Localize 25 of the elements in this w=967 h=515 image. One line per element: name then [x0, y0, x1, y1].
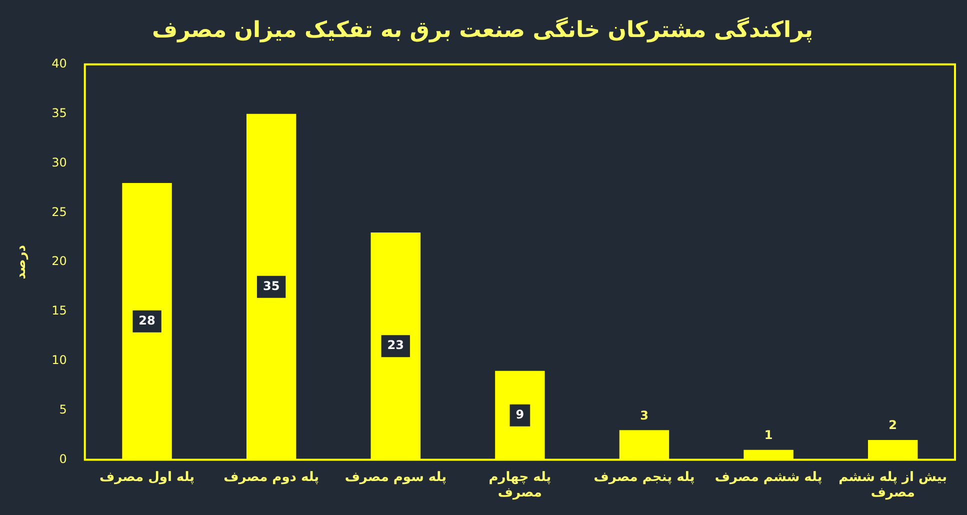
y-tick-label: 20 [52, 254, 67, 268]
x-tick-label: پله سوم مصرف [344, 470, 446, 485]
y-axis-title: درصد [14, 244, 30, 280]
x-tick-label: بیش از پله ششم مصرف [838, 470, 948, 501]
x-tick-label: پله اول مصرف [100, 470, 195, 485]
y-tick-label: 0 [59, 452, 67, 466]
data-label: 3 [640, 408, 648, 422]
y-tick-label: 40 [52, 56, 67, 71]
x-tick-label: پله دوم مصرف [224, 470, 320, 485]
y-tick-label: 5 [59, 402, 67, 416]
data-label: 28 [138, 314, 156, 328]
chart-title: پراکندگی مشترکان خانگی صنعت برق به تفکیک میزان مصرف [152, 16, 813, 43]
data-label: 23 [387, 338, 404, 352]
y-tick-label: 10 [52, 353, 67, 368]
data-label: 1 [764, 428, 773, 442]
x-tick-label: پله ششم مصرف [714, 470, 822, 485]
y-tick-label: 25 [52, 204, 67, 219]
x-tick-label: پله پنجم مصرف [594, 470, 695, 485]
data-label: 2 [888, 418, 898, 432]
y-tick-label: 35 [52, 106, 67, 120]
data-label: 9 [516, 407, 524, 422]
y-tick-label: 15 [52, 304, 67, 318]
x-tick-label: پله چهارم مصرف [488, 470, 552, 501]
y-tick-label: 30 [52, 155, 67, 170]
data-label: 35 [262, 278, 280, 293]
